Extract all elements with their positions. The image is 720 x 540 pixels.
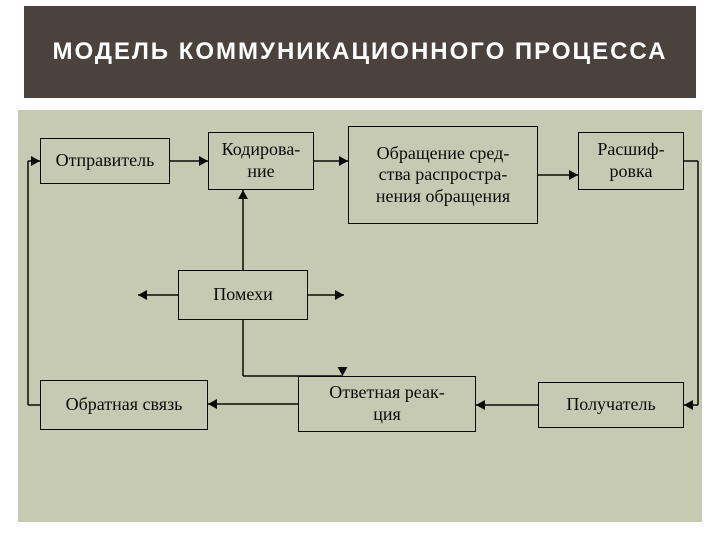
node-sender: Отправитель (40, 138, 170, 184)
node-label: Ответная реак- ция (329, 382, 444, 425)
flowchart-canvas: Отправитель Кодирова- ние Обращение сред… (18, 110, 702, 522)
node-label: Обращение сред- ства распростра- нения о… (376, 143, 510, 208)
node-feedback: Обратная связь (40, 380, 208, 430)
node-decode: Расшиф- ровка (578, 132, 684, 190)
node-label: Отправитель (56, 150, 155, 172)
node-label: Обратная связь (66, 394, 183, 416)
node-label: Получатель (566, 394, 655, 416)
node-encode: Кодирова- ние (208, 132, 314, 190)
node-message: Обращение сред- ства распростра- нения о… (348, 126, 538, 224)
node-response: Ответная реак- ция (298, 376, 476, 432)
node-receiver: Получатель (538, 382, 684, 428)
page-title: МОДЕЛЬ КОММУНИКАЦИОННОГО ПРОЦЕССА (24, 6, 696, 98)
node-noise: Помехи (178, 270, 308, 320)
node-label: Помехи (213, 284, 272, 306)
node-label: Кодирова- ние (222, 139, 301, 182)
node-label: Расшиф- ровка (597, 139, 664, 182)
